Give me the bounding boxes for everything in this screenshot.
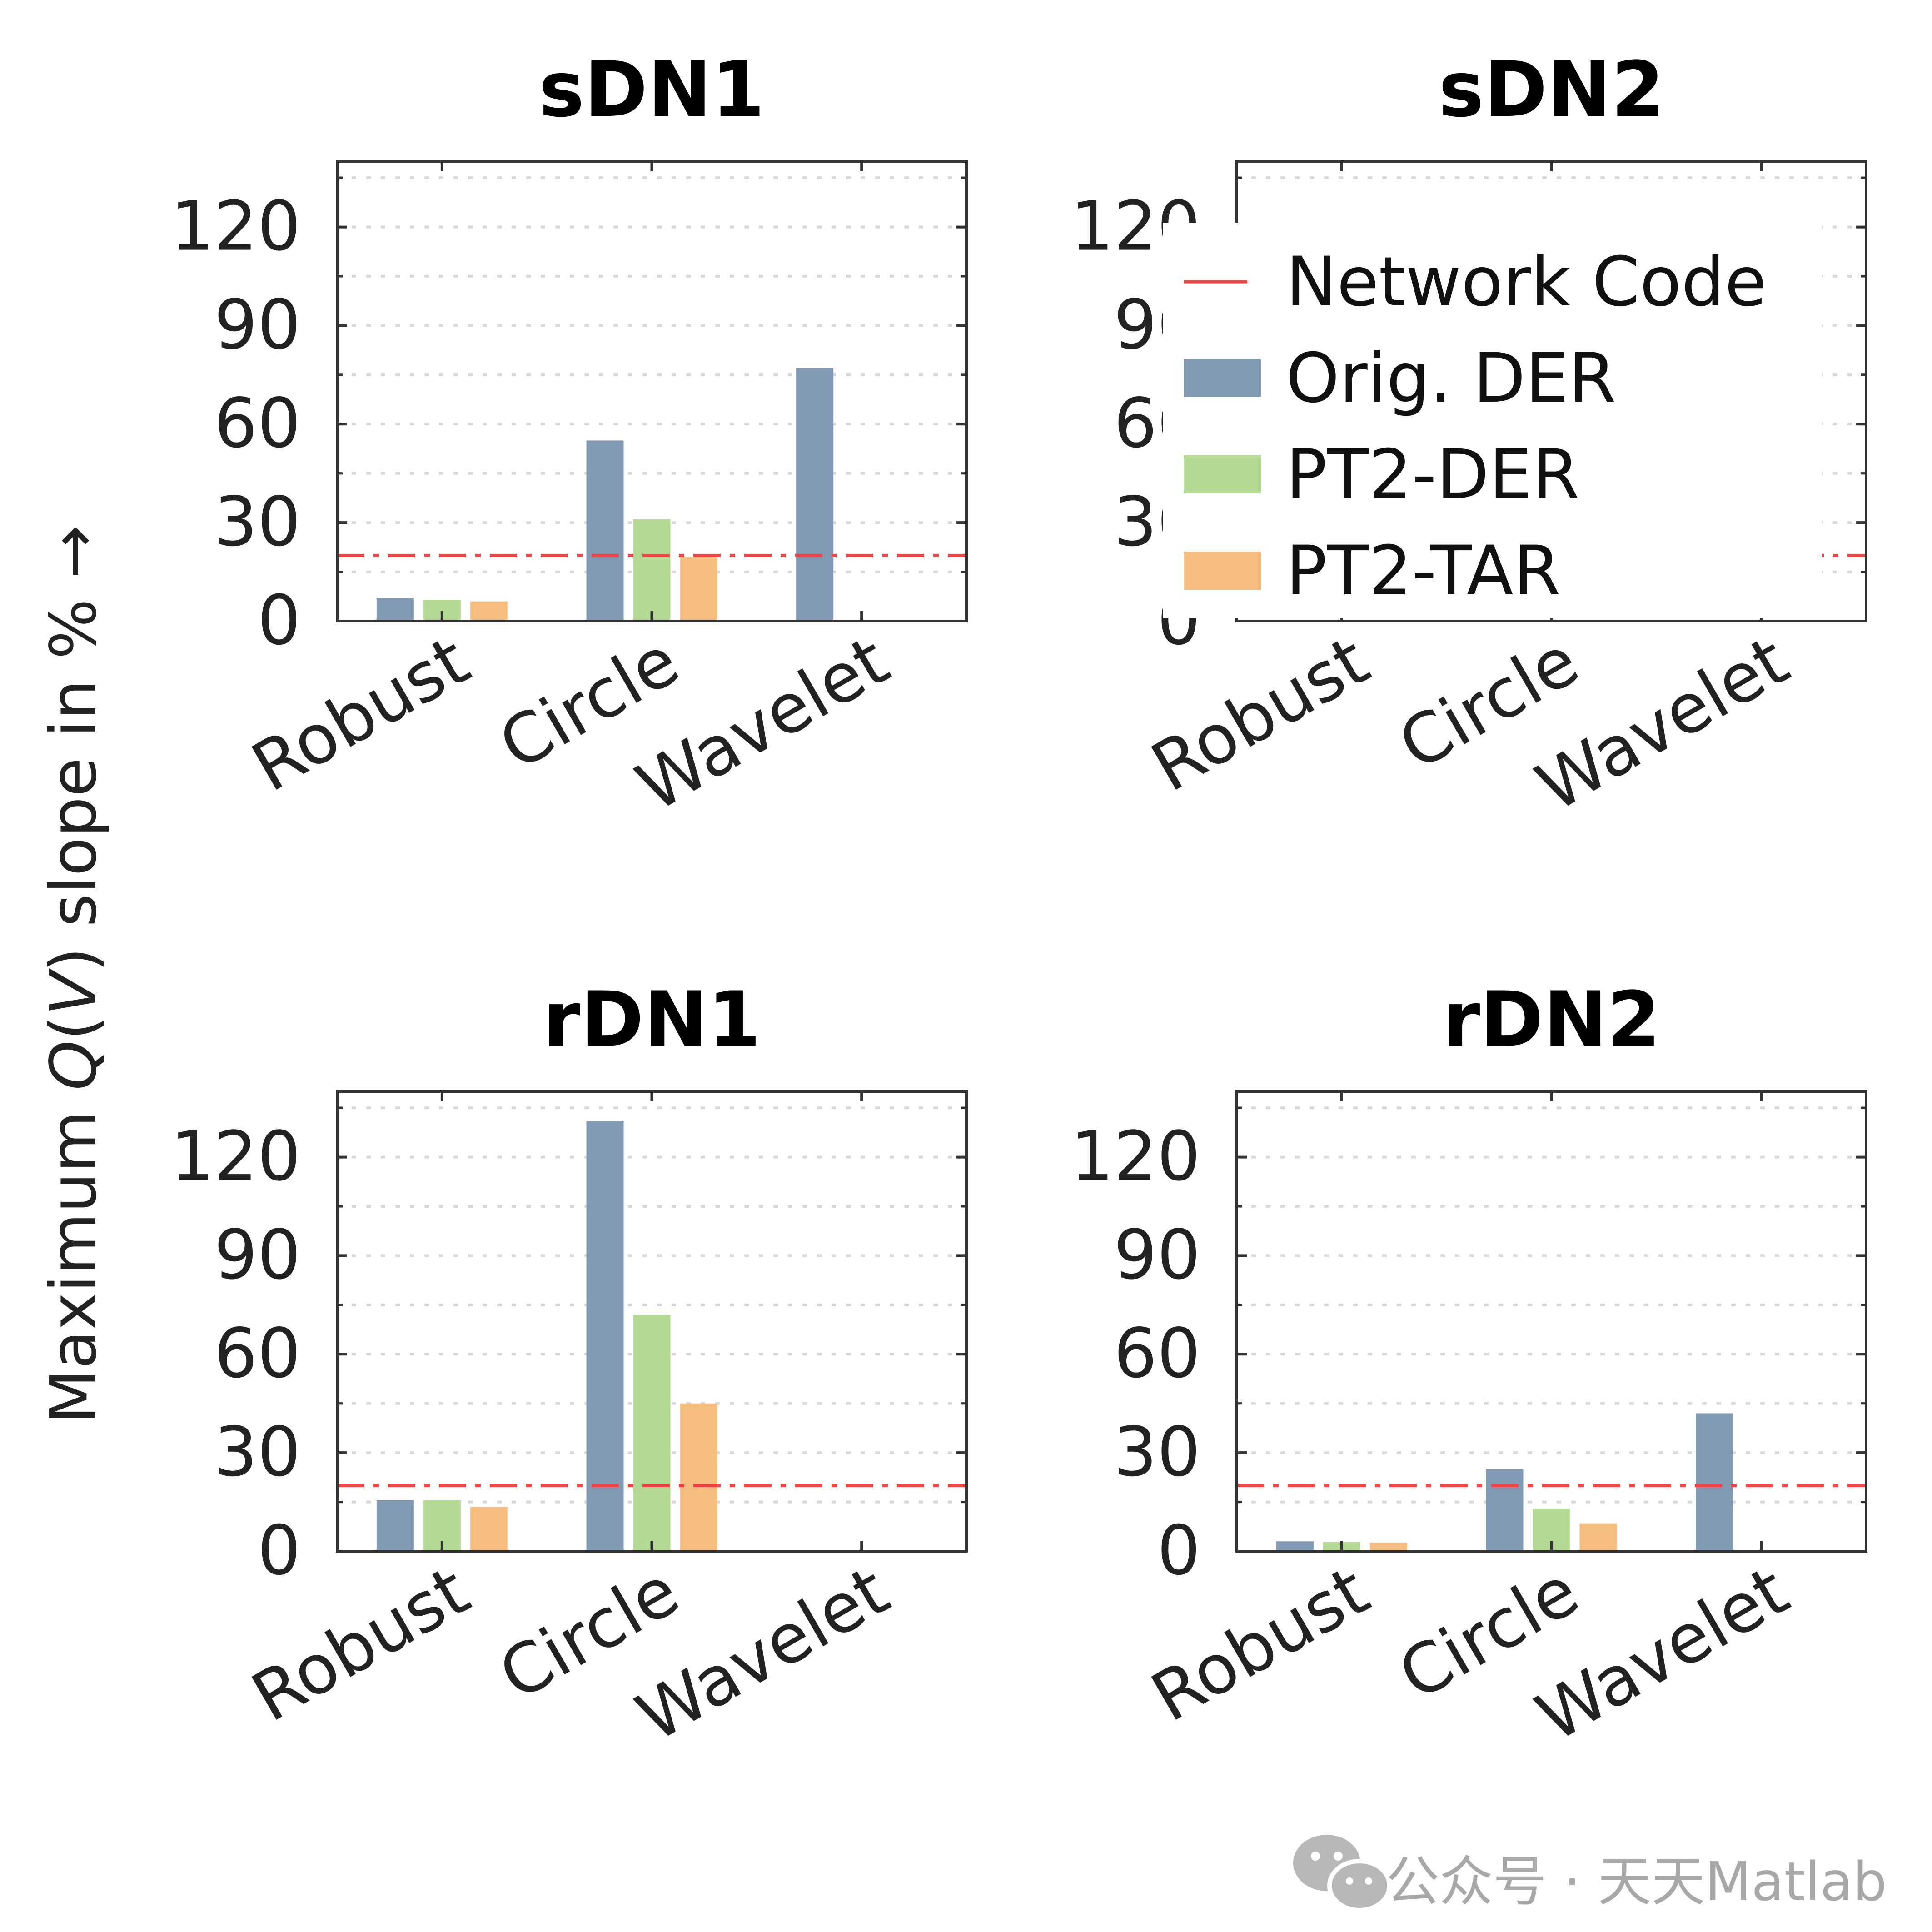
bar-orig-der-circle	[1486, 1469, 1524, 1551]
figure-y-axis-label-group: Maximum Q(V) slope in % →	[37, 525, 111, 1424]
legend-label-orig-der: Orig. DER	[1286, 339, 1616, 418]
legend-label-network-code: Network Code	[1286, 243, 1767, 322]
ylabel-prefix: Maximum	[37, 1090, 111, 1424]
bar-orig-der-wavelet	[1696, 1413, 1733, 1551]
bar-pt2-tar-circle	[680, 557, 717, 621]
figure-y-axis-label: Maximum Q(V) slope in % →	[37, 525, 111, 1424]
bar-pt2-tar-circle	[680, 1403, 717, 1551]
bar-orig-der-robust	[1276, 1541, 1314, 1551]
y-tick-label: 30	[1114, 1413, 1200, 1492]
y-tick-label: 90	[214, 285, 301, 364]
bar-pt2-tar-robust	[470, 601, 508, 621]
y-tick-label: 60	[214, 384, 301, 463]
panel-title: rDN1	[543, 975, 761, 1064]
bar-orig-der-robust	[376, 1500, 414, 1551]
bar-orig-der-circle	[586, 440, 624, 621]
y-tick-label: 120	[171, 187, 301, 266]
legend-label-pt2-tar: PT2-TAR	[1286, 532, 1561, 611]
bar-pt2-tar-circle	[1579, 1523, 1617, 1551]
legend-box	[1163, 223, 1822, 618]
watermark-text: 公众号 · 天天Matlab	[1386, 1850, 1887, 1913]
y-tick-label: 0	[1157, 1511, 1200, 1590]
y-tick-label: 0	[258, 581, 301, 660]
watermark: 公众号 · 天天Matlab	[1293, 1835, 1887, 1913]
y-tick-label: 120	[1071, 1117, 1200, 1196]
ylabel-v: V	[37, 968, 111, 1016]
bar-pt2-tar-robust	[1369, 1543, 1407, 1551]
y-tick-label: 90	[1114, 1215, 1200, 1295]
y-tick-label: 30	[214, 483, 301, 562]
panel-title: sDN1	[539, 45, 765, 134]
y-tick-label: 60	[1114, 1314, 1200, 1393]
legend-label-pt2-der: PT2-DER	[1286, 435, 1579, 514]
bar-orig-der-circle	[586, 1121, 624, 1551]
y-tick-label: 30	[214, 1413, 301, 1492]
bar-pt2-der-circle	[633, 519, 671, 621]
panel-title: sDN2	[1439, 45, 1664, 134]
bar-orig-der-wavelet	[796, 368, 834, 621]
y-tick-label: 0	[258, 1511, 301, 1590]
panel-title: rDN2	[1443, 975, 1661, 1064]
bar-pt2-der-circle	[633, 1315, 671, 1551]
ylabel-close-paren: )	[37, 947, 111, 972]
legend-swatch-pt2-der	[1184, 455, 1261, 493]
legend: Network Code Orig. DER PT2-DER PT2-TAR	[1163, 223, 1822, 618]
ylabel-q: Q	[37, 1040, 111, 1090]
y-tick-label: 60	[214, 1314, 301, 1393]
legend-swatch-orig-der	[1184, 359, 1261, 397]
bar-orig-der-robust	[376, 598, 414, 621]
y-tick-label: 90	[214, 1215, 301, 1295]
legend-swatch-pt2-tar	[1184, 552, 1261, 590]
ylabel-suffix: slope in % →	[37, 525, 111, 947]
y-tick-label: 120	[171, 1117, 301, 1196]
wechat-icon	[1293, 1835, 1392, 1912]
ylabel-open-paren: (	[37, 1016, 111, 1041]
bar-pt2-tar-robust	[470, 1507, 508, 1551]
